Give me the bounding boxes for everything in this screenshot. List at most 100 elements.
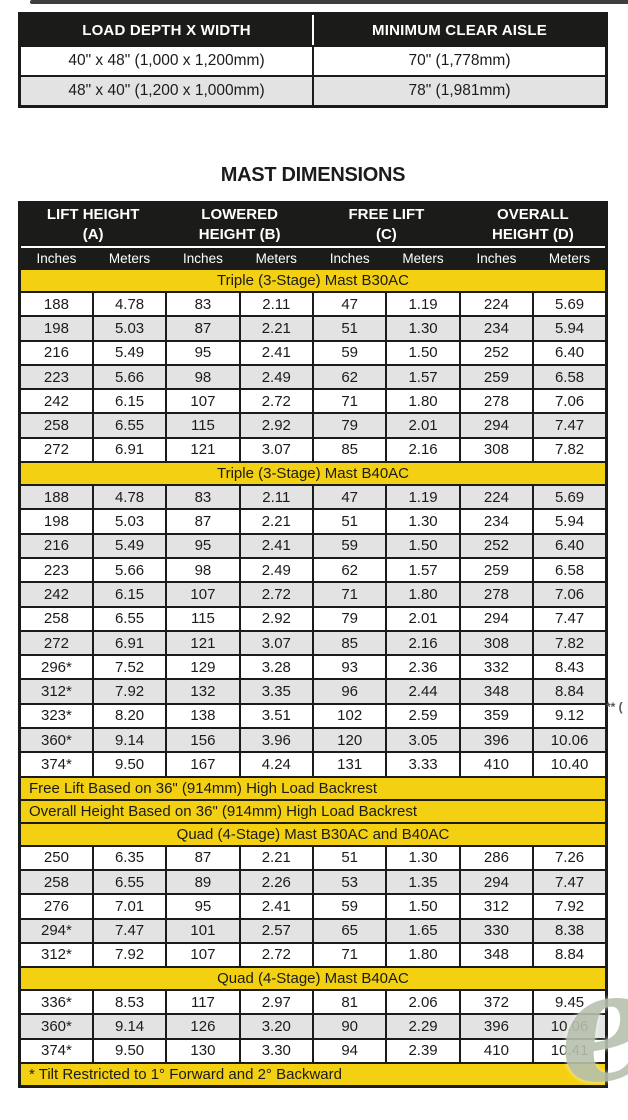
data-cell: 312	[458, 893, 535, 920]
data-cell: 396	[458, 727, 535, 754]
data-cell: 4.78	[91, 484, 168, 511]
data-cell: 188	[18, 484, 94, 511]
header-line: FREE LIFT	[348, 205, 425, 223]
data-cell: 93	[311, 654, 388, 681]
data-cell: 5.49	[91, 339, 168, 366]
data-cell: 10.06	[532, 727, 608, 754]
table-row: 242 6.15 107 2.72 71 1.80 278 7.06	[18, 388, 608, 415]
data-cell: 59	[311, 893, 388, 920]
data-cell: 2.26	[238, 868, 315, 896]
data-cell: 3.05	[385, 727, 461, 754]
data-cell: 70" (1,778mm)	[312, 45, 608, 77]
data-cell: 5.69	[532, 484, 608, 511]
data-cell: 59	[311, 339, 388, 366]
data-cell: 95	[165, 339, 241, 366]
lift-height-header: LIFT HEIGHT (A)	[18, 201, 168, 248]
data-cell: 87	[165, 508, 241, 535]
data-cell: 117	[165, 989, 241, 1016]
data-cell: 216	[18, 339, 94, 366]
data-cell: 48" x 40" (1,200 x 1,000mm)	[18, 75, 314, 108]
data-cell: 90	[311, 1013, 388, 1040]
table-row: 258 6.55 89 2.26 53 1.35 294 7.47	[18, 868, 608, 896]
data-cell: 121	[165, 629, 241, 657]
data-cell: 10.41	[532, 1037, 608, 1065]
data-cell: 1.80	[385, 388, 461, 415]
data-cell: 323*	[18, 702, 94, 730]
data-cell: 7.92	[91, 941, 168, 969]
data-cell: 7.47	[532, 868, 608, 896]
data-cell: 98	[165, 363, 241, 391]
data-cell: 8.84	[532, 941, 608, 969]
data-cell: 85	[311, 436, 388, 464]
table-row: 323* 8.20 138 3.51 102 2.59 359 9.12	[18, 702, 608, 730]
data-cell: 96	[311, 678, 388, 705]
table-row: 223 5.66 98 2.49 62 1.57 259 6.58	[18, 363, 608, 391]
header-line: HEIGHT (B)	[198, 226, 281, 243]
data-cell: 2.72	[238, 581, 315, 608]
table-row: 48" x 40" (1,200 x 1,000mm) 78" (1,981mm…	[18, 75, 608, 108]
data-cell: 156	[165, 727, 241, 754]
data-cell: 87	[165, 844, 241, 871]
data-cell: 9.14	[91, 727, 168, 754]
data-cell: 7.92	[532, 893, 608, 920]
data-cell: 410	[458, 1037, 535, 1065]
data-cell: 130	[165, 1037, 241, 1065]
load-depth-width-header: LOAD DEPTH X WIDTH	[18, 12, 314, 47]
data-cell: 234	[458, 508, 535, 535]
data-cell: 1.80	[385, 581, 461, 608]
section-header-row: Quad (4-Stage) Mast B40AC	[18, 966, 608, 992]
data-cell: 115	[165, 605, 241, 632]
note-row: Free Lift Based on 36" (914mm) High Load…	[18, 775, 608, 801]
data-cell: 6.91	[91, 436, 168, 464]
table-row: 276 7.01 95 2.41 59 1.50 312 7.92	[18, 893, 608, 920]
table-row: 272 6.91 121 3.07 85 2.16 308 7.82	[18, 629, 608, 657]
data-cell: 2.97	[238, 989, 315, 1016]
data-cell: 126	[165, 1013, 241, 1040]
data-cell: 2.01	[385, 605, 461, 632]
section-band: Triple (3-Stage) Mast B30AC	[18, 268, 608, 293]
data-cell: 5.66	[91, 363, 168, 391]
data-cell: 2.92	[238, 605, 315, 632]
data-cell: 258	[18, 412, 94, 439]
data-cell: 87	[165, 315, 241, 342]
data-cell: 1.30	[385, 508, 461, 535]
data-cell: 259	[458, 363, 535, 391]
data-cell: 3.51	[238, 702, 315, 730]
table-row: 336* 8.53 117 2.97 81 2.06 372 9.45	[18, 989, 608, 1016]
data-cell: 2.41	[238, 339, 315, 366]
data-cell: 216	[18, 532, 94, 559]
data-cell: 2.59	[385, 702, 461, 730]
data-cell: 7.26	[532, 844, 608, 871]
data-cell: 312*	[18, 678, 94, 705]
data-cell: 2.11	[238, 484, 315, 511]
data-cell: 65	[311, 917, 388, 944]
data-cell: 360*	[18, 1013, 94, 1040]
unit-header-inches: Inches	[311, 246, 388, 270]
data-cell: 259	[458, 556, 535, 584]
data-cell: 252	[458, 339, 535, 366]
section-header-row: Triple (3-Stage) Mast B30AC	[18, 268, 608, 293]
data-cell: 396	[458, 1013, 535, 1040]
data-cell: 1.19	[385, 484, 461, 511]
data-cell: 10.40	[532, 751, 608, 778]
data-cell: 8.20	[91, 702, 168, 730]
mast-header-row: LIFT HEIGHT (A) LOWERED HEIGHT (B) FREE LI…	[18, 201, 608, 248]
data-cell: 4.24	[238, 751, 315, 778]
data-cell: 6.40	[532, 532, 608, 559]
data-cell: 89	[165, 868, 241, 896]
data-cell: 278	[458, 581, 535, 608]
data-cell: 6.58	[532, 363, 608, 391]
data-cell: 7.82	[532, 629, 608, 657]
data-cell: 360*	[18, 727, 94, 754]
header-line: LOWERED	[201, 205, 278, 223]
data-cell: 3.20	[238, 1013, 315, 1040]
data-cell: 223	[18, 363, 94, 391]
data-cell: 242	[18, 388, 94, 415]
data-cell: 372	[458, 989, 535, 1016]
data-cell: 198	[18, 315, 94, 342]
data-cell: 8.38	[532, 917, 608, 944]
data-cell: 6.55	[91, 605, 168, 632]
table-row: 374* 9.50 130 3.30 94 2.39 410 10.41	[18, 1037, 608, 1065]
data-cell: 7.06	[532, 581, 608, 608]
data-cell: 2.72	[238, 388, 315, 415]
